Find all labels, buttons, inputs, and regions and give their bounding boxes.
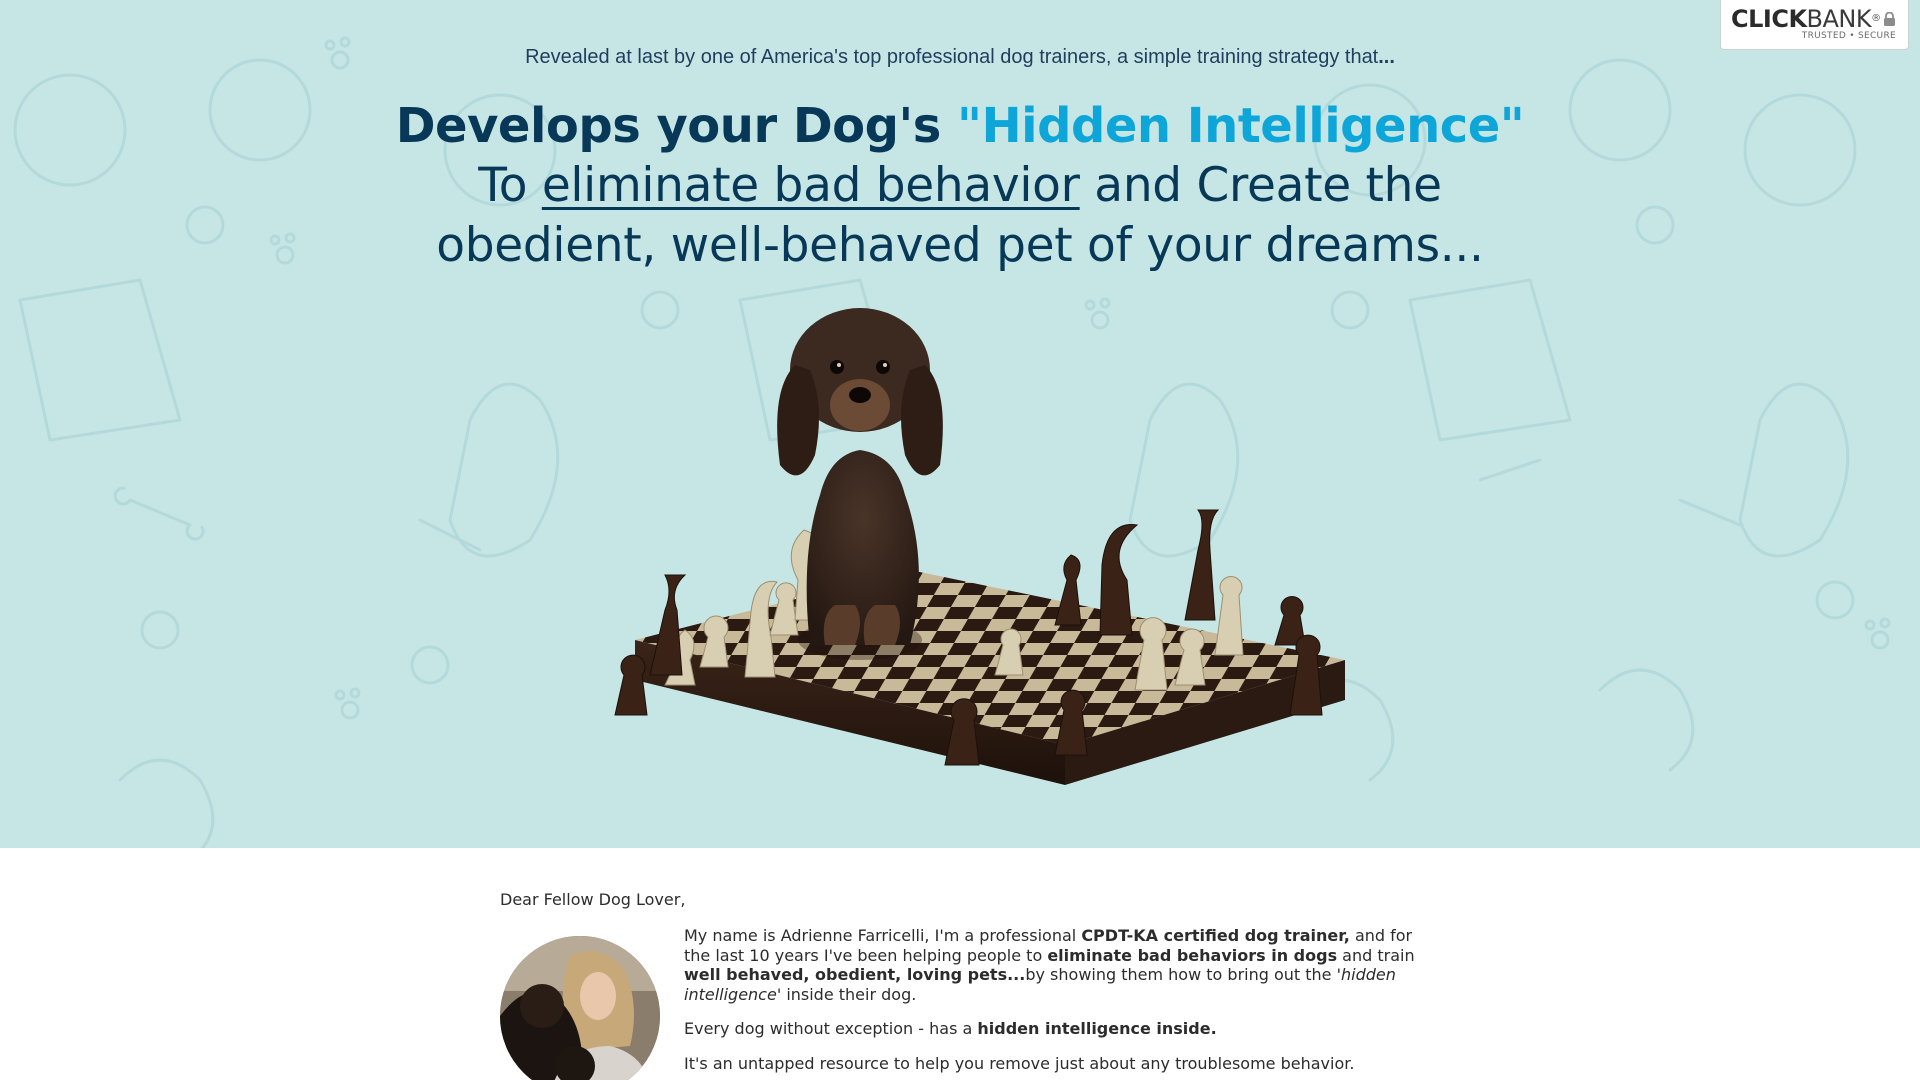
- headline-line-2: To eliminate bad behavior and Create the: [478, 158, 1442, 213]
- dachshund-on-chessboard-image: [614, 308, 1345, 785]
- paragraph-hidden-intelligence: Every dog without exception - has a hidd…: [684, 1019, 1217, 1038]
- letter-body: My name is Adrienne Farricelli, I'm a pr…: [684, 926, 1424, 1080]
- paragraph-intro: My name is Adrienne Farricelli, I'm a pr…: [684, 926, 1415, 1004]
- headline-line-3: obedient, well-behaved pet of your dream…: [436, 218, 1484, 273]
- author-photo: [500, 936, 660, 1080]
- hero-section: CLICKBANK® TRUSTED • SECURE Revealed at …: [0, 0, 1920, 848]
- hidden-intelligence-highlight: "Hidden Intelligence": [957, 98, 1525, 154]
- eyebrow-text: Revealed at last by one of America's top…: [525, 46, 1395, 68]
- main-headline: Develops your Dog's "Hidden Intelligence…: [0, 96, 1920, 276]
- sales-letter: Dear Fellow Dog Lover, My name is Adrien…: [500, 890, 1420, 1080]
- paragraph-untapped-resource: It's an untapped resource to help you re…: [684, 1053, 1355, 1073]
- letter-greeting: Dear Fellow Dog Lover,: [500, 890, 686, 909]
- clickbank-trust-badge[interactable]: CLICKBANK® TRUSTED • SECURE: [1720, 0, 1909, 50]
- eliminate-bad-behavior-underline: eliminate bad behavior: [541, 158, 1080, 213]
- lock-icon: [1884, 12, 1895, 26]
- badge-tagline: TRUSTED • SECURE: [1801, 31, 1896, 41]
- clickbank-logo: CLICKBANK®: [1731, 5, 1881, 33]
- headline-line-1: Develops your Dog's "Hidden Intelligence…: [395, 98, 1525, 154]
